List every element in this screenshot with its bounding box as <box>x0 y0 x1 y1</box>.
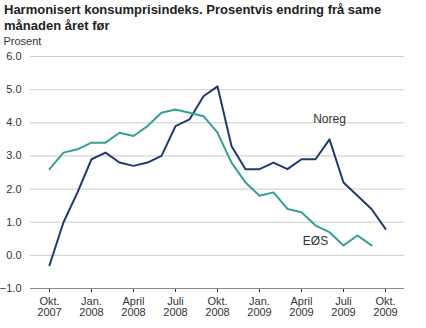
svg-text:6.0: 6.0 <box>6 50 21 62</box>
svg-text:1.0: 1.0 <box>6 216 21 228</box>
svg-text:Okt.2007: Okt.2007 <box>37 295 61 318</box>
svg-text:Juli2008: Juli2008 <box>163 295 187 318</box>
svg-text:−1.0: −1.0 <box>0 282 22 294</box>
svg-text:2.0: 2.0 <box>6 183 21 195</box>
svg-text:Okt.2009: Okt.2009 <box>373 295 397 318</box>
svg-text:Prosent: Prosent <box>4 35 42 47</box>
svg-text:3.0: 3.0 <box>6 149 21 161</box>
svg-text:Jan.2009: Jan.2009 <box>247 295 271 318</box>
svg-text:Juli2009: Juli2009 <box>331 295 355 318</box>
html-text:Harmonisert konsumprisindeks.: Harmonisert konsumprisindeks. Prosentvis… <box>4 2 382 33</box>
svg-text:0.0: 0.0 <box>6 249 21 261</box>
svg-text:Okt.2008: Okt.2008 <box>205 295 229 318</box>
svg-text:April2009: April2009 <box>289 295 313 318</box>
svg-text:EØS: EØS <box>303 234 328 248</box>
svg-text:4.0: 4.0 <box>6 116 21 128</box>
svg-text:Noreg: Noreg <box>313 112 346 126</box>
svg-text:Jan.2008: Jan.2008 <box>79 295 103 318</box>
svg-text:5.0: 5.0 <box>6 83 21 95</box>
svg-text:April2008: April2008 <box>121 295 145 318</box>
